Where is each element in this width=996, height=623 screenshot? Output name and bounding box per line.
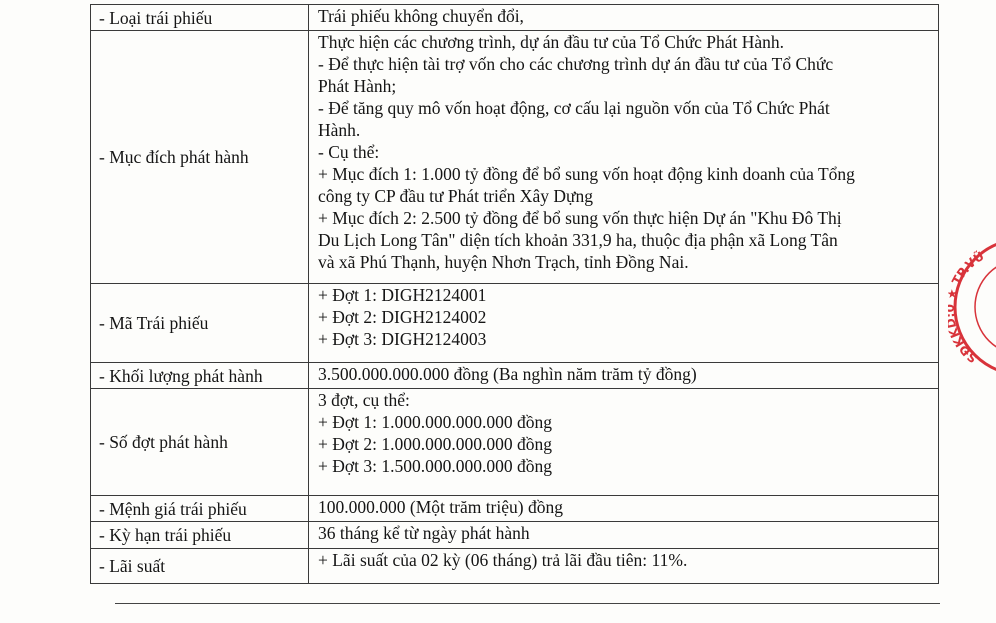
row-value: + Lãi suất của 02 kỳ (06 tháng) trả lãi … [308, 548, 939, 584]
table-row: - Kỳ hạn trái phiếu 36 tháng kể từ ngày p… [90, 521, 939, 549]
value-line: + Mục đích 2: 2.500 tỷ đồng để bổ sung v… [318, 208, 842, 228]
value-line: + Đợt 1: DIGH2124001 [318, 285, 487, 305]
row-value: Trái phiếu không chuyển đổi, [308, 4, 939, 31]
value-line: công ty CP đầu tư Phát triển Xây Dựng [318, 186, 593, 206]
table-row: - Mệnh giá trái phiếu 100.000.000 (Một tr… [90, 495, 939, 522]
table-row: - Mã Trái phiếu + Đợt 1: DIGH2124001 + Đợt… [90, 283, 939, 363]
row-label: - Mệnh giá trái phiếu [90, 495, 309, 522]
company-seal-stamp: SĐKKD:0 ★ TP.VŨ [948, 242, 996, 372]
row-value: + Đợt 1: DIGH2124001 + Đợt 2: DIGH2124002… [308, 283, 939, 363]
table-row: - Khối lượng phát hành 3.500.000.000.000 … [90, 362, 939, 389]
value-line: Phát Hành; [318, 76, 397, 96]
value-line: + Đợt 3: DIGH2124003 [318, 329, 487, 349]
value-line: + Đợt 3: 1.500.000.000.000 đồng [318, 456, 552, 476]
table-row: - Mục đích phát hành Thực hiện các chương… [90, 30, 939, 284]
row-value: 36 tháng kể từ ngày phát hành [308, 521, 939, 549]
value-line: 3.500.000.000.000 đồng (Ba nghìn năm tră… [318, 364, 697, 384]
value-line: và xã Phú Thạnh, huyện Nhơn Trạch, tỉnh … [318, 252, 689, 272]
row-value: Thực hiện các chương trình, dự án đầu tư… [308, 30, 939, 284]
row-value: 3 đợt, cụ thể: + Đợt 1: 1.000.000.000.000… [308, 388, 939, 496]
value-line: Trái phiếu không chuyển đổi, [318, 6, 524, 26]
value-line: + Lãi suất của 02 kỳ (06 tháng) trả lãi … [318, 550, 688, 570]
value-line: Hành. [318, 120, 361, 140]
table-row: - Loại trái phiếu Trái phiếu không chuyển… [90, 4, 939, 31]
value-line: - Cụ thể: [318, 142, 380, 162]
bond-terms-table: - Loại trái phiếu Trái phiếu không chuyển… [90, 4, 939, 584]
value-line: Thực hiện các chương trình, dự án đầu tư… [318, 32, 785, 52]
table-row: - Lãi suất + Lãi suất của 02 kỳ (06 tháng… [90, 548, 939, 584]
value-line: 3 đợt, cụ thể: [318, 390, 410, 410]
footer-rule [115, 603, 940, 604]
row-label: - Khối lượng phát hành [90, 362, 309, 389]
value-line: + Đợt 2: DIGH2124002 [318, 307, 487, 327]
row-label: - Mục đích phát hành [90, 30, 309, 284]
svg-text:SĐKKD:0 ★ TP.VŨ: SĐKKD:0 ★ TP.VŨ [948, 248, 987, 366]
value-line: + Đợt 2: 1.000.000.000.000 đồng [318, 434, 552, 454]
value-line: 100.000.000 (Một trăm triệu) đồng [318, 497, 563, 517]
value-line: Du Lịch Long Tân" diện tích khoản 331,9 … [318, 230, 838, 250]
row-value: 3.500.000.000.000 đồng (Ba nghìn năm tră… [308, 362, 939, 389]
row-label: - Lãi suất [90, 548, 309, 584]
row-value: 100.000.000 (Một trăm triệu) đồng [308, 495, 939, 522]
row-label: - Loại trái phiếu [90, 4, 309, 31]
value-line: + Mục đích 1: 1.000 tỷ đồng để bổ sung v… [318, 164, 855, 184]
value-line: - Để tăng quy mô vốn hoạt động, cơ cấu l… [318, 98, 830, 118]
value-line: 36 tháng kể từ ngày phát hành [318, 523, 530, 543]
value-line: - Để thực hiện tài trợ vốn cho các chươn… [318, 54, 834, 74]
table-row: - Số đợt phát hành 3 đợt, cụ thể: + Đợt 1:… [90, 388, 939, 496]
row-label: - Mã Trái phiếu [90, 283, 309, 363]
row-label: - Kỳ hạn trái phiếu [90, 521, 309, 549]
row-label: - Số đợt phát hành [90, 388, 309, 496]
value-line: + Đợt 1: 1.000.000.000.000 đồng [318, 412, 552, 432]
